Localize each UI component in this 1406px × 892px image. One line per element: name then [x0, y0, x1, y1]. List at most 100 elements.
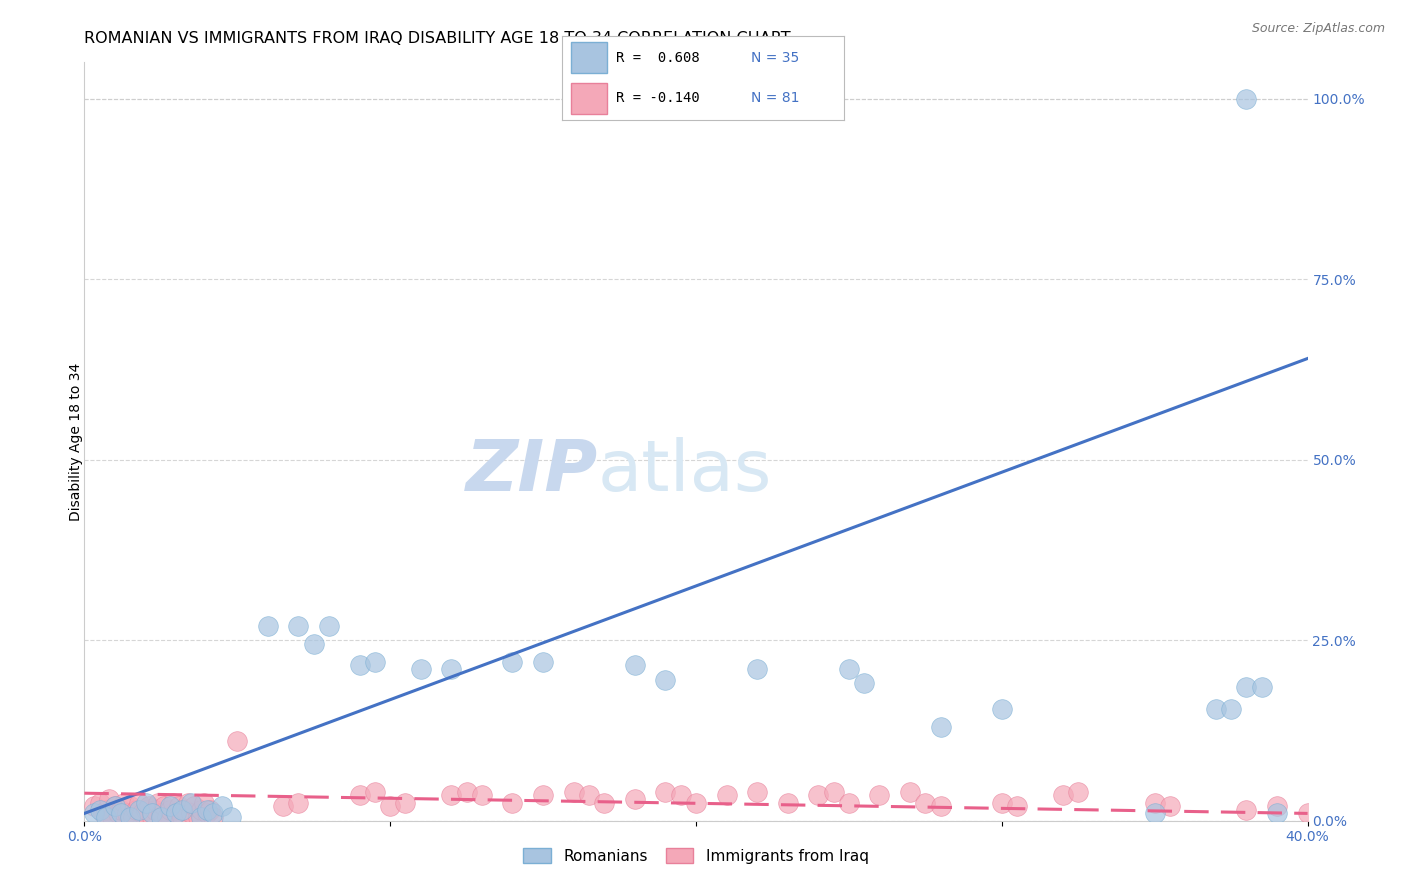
Point — [112, 796, 135, 810]
Point — [131, 806, 153, 821]
Text: Source: ZipAtlas.com: Source: ZipAtlas.com — [1251, 22, 1385, 36]
Point — [929, 720, 952, 734]
Point — [1296, 806, 1319, 821]
Point — [1067, 785, 1090, 799]
FancyBboxPatch shape — [571, 43, 607, 73]
Point — [120, 799, 142, 814]
Point — [94, 803, 117, 817]
Point — [1236, 91, 1258, 105]
Point — [471, 789, 494, 803]
Point — [89, 803, 111, 817]
Point — [440, 662, 463, 676]
Point — [991, 702, 1014, 716]
Point — [654, 785, 676, 799]
Point — [162, 796, 184, 810]
Text: N = 35: N = 35 — [751, 51, 799, 65]
Point — [183, 799, 205, 814]
Point — [823, 785, 845, 799]
Point — [716, 789, 738, 803]
Point — [128, 796, 150, 810]
Point — [669, 789, 692, 803]
Point — [747, 785, 769, 799]
Point — [195, 803, 218, 817]
Point — [853, 676, 876, 690]
Point — [349, 789, 371, 803]
Point — [172, 803, 194, 817]
Text: atlas: atlas — [598, 437, 772, 507]
Point — [1159, 799, 1181, 814]
Point — [180, 796, 202, 810]
Text: R =  0.608: R = 0.608 — [616, 51, 700, 65]
Point — [838, 796, 860, 810]
Point — [1052, 789, 1074, 803]
Point — [394, 796, 416, 810]
Point — [1205, 702, 1227, 716]
Point — [138, 799, 160, 814]
Point — [172, 810, 194, 824]
Point — [174, 803, 197, 817]
Point — [153, 799, 176, 814]
Point — [869, 789, 891, 803]
Point — [83, 799, 105, 814]
Point — [110, 803, 132, 817]
Point — [380, 799, 402, 814]
Point — [226, 734, 249, 748]
Point — [159, 799, 181, 814]
Point — [531, 789, 554, 803]
Point — [101, 810, 124, 824]
Point — [1265, 806, 1288, 821]
Point — [97, 792, 120, 806]
Point — [177, 796, 200, 810]
Text: N = 81: N = 81 — [751, 91, 799, 105]
Point — [1236, 680, 1258, 694]
Point — [159, 803, 181, 817]
Point — [257, 618, 280, 632]
Point — [929, 799, 952, 814]
Point — [107, 806, 129, 821]
Point — [287, 618, 309, 632]
Point — [135, 796, 157, 810]
Point — [1236, 803, 1258, 817]
FancyBboxPatch shape — [571, 83, 607, 113]
Point — [1250, 680, 1272, 694]
Point — [201, 810, 224, 824]
Point — [991, 796, 1014, 810]
Point — [502, 796, 524, 810]
Point — [143, 803, 166, 817]
Point — [685, 796, 707, 810]
Y-axis label: Disability Age 18 to 34: Disability Age 18 to 34 — [69, 362, 83, 521]
Point — [165, 806, 187, 821]
Legend: Romanians, Immigrants from Iraq: Romanians, Immigrants from Iraq — [517, 842, 875, 870]
Point — [149, 810, 172, 824]
Text: ROMANIAN VS IMMIGRANTS FROM IRAQ DISABILITY AGE 18 TO 34 CORRELATION CHART: ROMANIAN VS IMMIGRANTS FROM IRAQ DISABIL… — [84, 31, 792, 46]
Point — [364, 785, 387, 799]
Point — [302, 637, 325, 651]
Point — [747, 662, 769, 676]
Point — [135, 803, 157, 817]
Point — [104, 799, 127, 814]
Point — [141, 806, 163, 821]
Point — [562, 785, 585, 799]
Point — [287, 796, 309, 810]
Point — [531, 655, 554, 669]
Point — [190, 810, 212, 824]
Point — [110, 806, 132, 821]
Point — [219, 810, 242, 824]
Point — [195, 806, 218, 821]
Point — [167, 799, 190, 814]
Point — [578, 789, 600, 803]
Point — [104, 799, 127, 814]
Point — [91, 806, 114, 821]
Point — [141, 810, 163, 824]
Point — [146, 796, 169, 810]
Point — [186, 810, 208, 824]
Point — [165, 806, 187, 821]
Point — [364, 655, 387, 669]
Point — [115, 806, 138, 821]
Point — [156, 810, 179, 824]
Point — [440, 789, 463, 803]
Point — [94, 810, 117, 824]
Point — [271, 799, 294, 814]
Point — [807, 789, 830, 803]
Point — [624, 658, 647, 673]
